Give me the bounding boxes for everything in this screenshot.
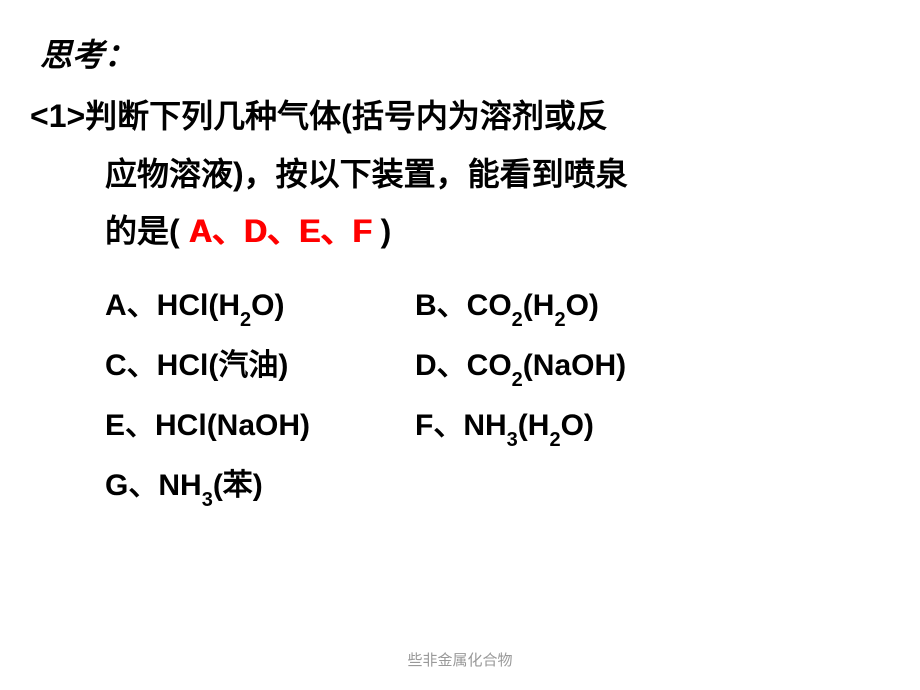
- answer-suffix: ): [381, 213, 392, 249]
- question-line-2: 应物溶液)，按以下装置，能看到喷泉: [30, 146, 900, 204]
- question-block: <1>判断下列几种气体(括号内为溶剂或反 应物溶液)，按以下装置，能看到喷泉 的…: [20, 88, 900, 516]
- option-row-ef: E、HCl(NaOH) F、NH3(H2O): [105, 396, 900, 456]
- option-b: B、CO2(H2O): [415, 276, 900, 336]
- option-e: E、HCl(NaOH): [105, 396, 415, 456]
- heading-text: 思考：: [20, 30, 900, 76]
- option-f: F、NH3(H2O): [415, 396, 900, 456]
- option-row-g: G、NH3(苯): [105, 456, 900, 516]
- option-row-cd: C、HCl(汽油) D、CO2(NaOH): [105, 336, 900, 396]
- answer-prefix: 的是(: [105, 213, 180, 249]
- option-row-ab: A、HCl(H2O) B、CO2(H2O): [105, 276, 900, 336]
- option-g: G、NH3(苯): [105, 456, 415, 516]
- question-line-3: 的是( A、D、E、F ): [30, 203, 900, 261]
- options-block: A、HCl(H2O) B、CO2(H2O) C、HCl(汽油) D、CO2(Na…: [30, 276, 900, 516]
- option-c: C、HCl(汽油): [105, 336, 415, 396]
- option-d: D、CO2(NaOH): [415, 336, 900, 396]
- option-a: A、HCl(H2O): [105, 276, 415, 336]
- answer-text: A、D、E、F: [189, 213, 381, 249]
- question-line-1: <1>判断下列几种气体(括号内为溶剂或反: [30, 88, 900, 146]
- footer-text: 些非金属化合物: [0, 649, 920, 670]
